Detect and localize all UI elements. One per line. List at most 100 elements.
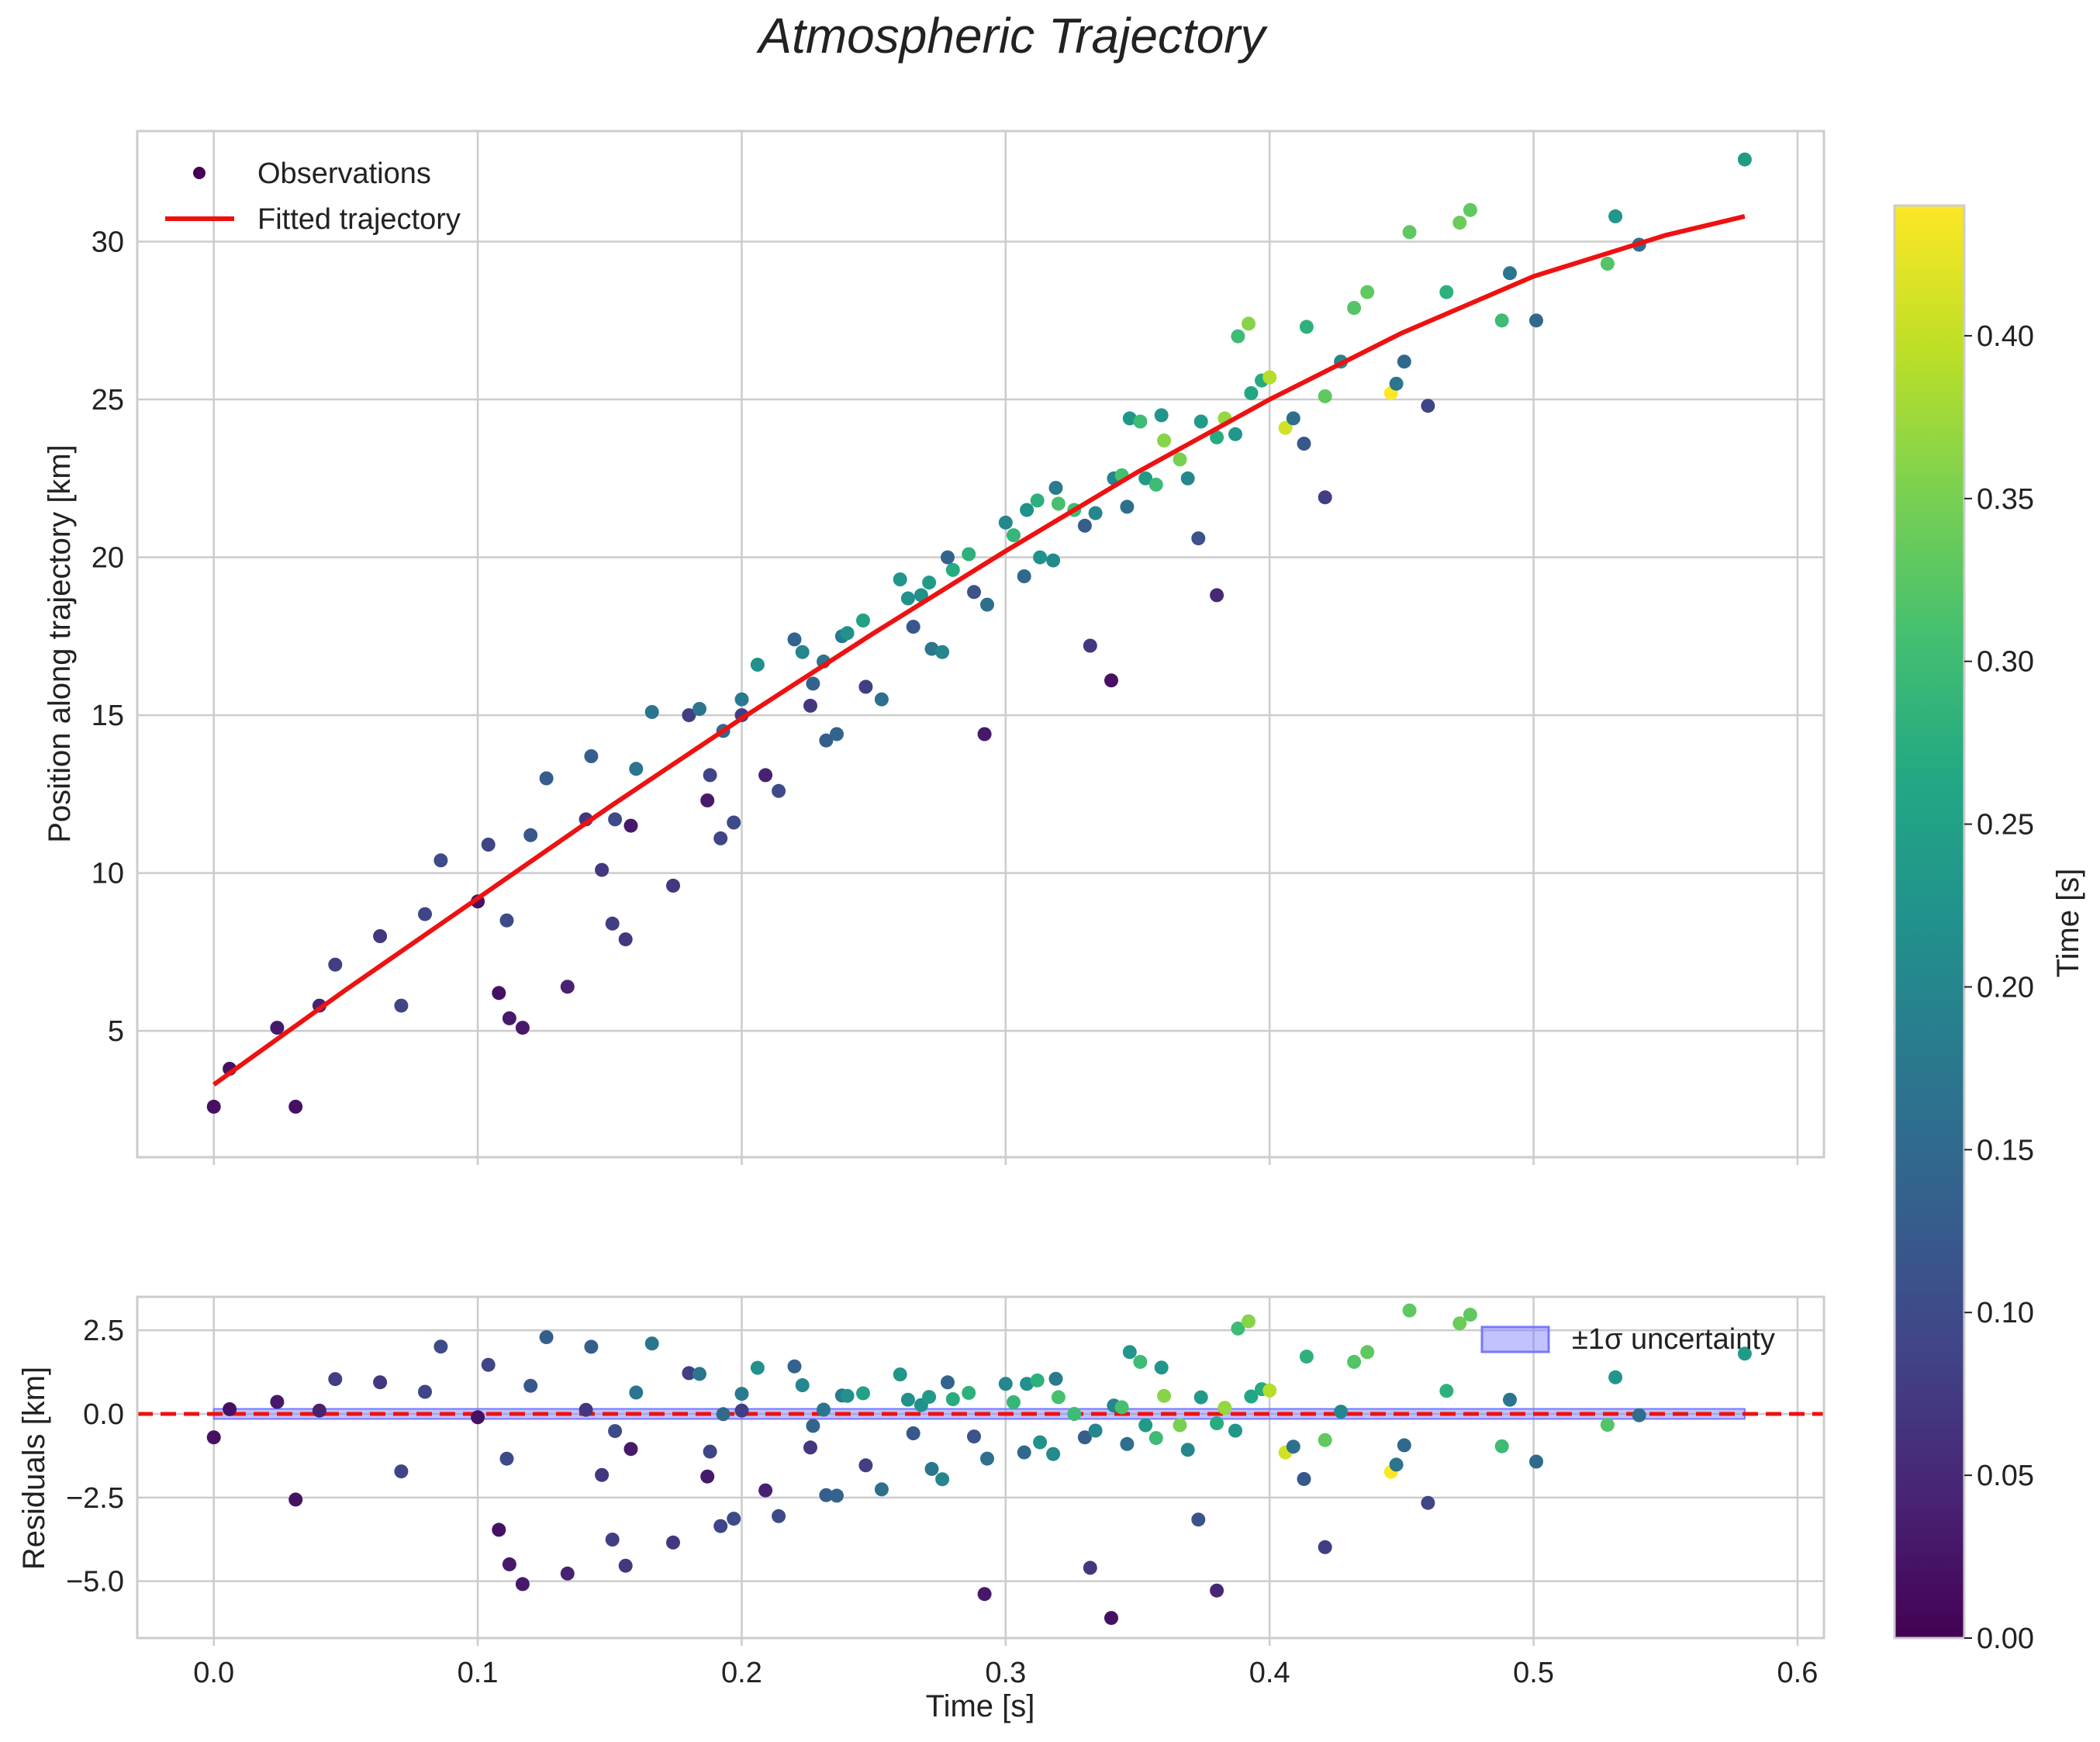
residual-point [579,1402,593,1417]
residual-point [560,1566,575,1581]
observation-point [1193,414,1208,429]
observation-point [206,1099,221,1114]
residual-point [1228,1423,1242,1438]
observation-point [734,692,749,707]
legend-observations-label: Observations [257,157,431,190]
residual-plot-panel: 2.5 0.0 −2.5 −5.0 Residuals [km] ±1σ uncert… [17,1295,1825,1640]
residual-point [830,1488,844,1503]
observation-point [584,749,599,763]
residual-point [893,1367,907,1382]
main-plot-panel: 5 10 15 20 25 30 Position along trajectory [k… [43,130,1825,1165]
residual-point [608,1424,623,1439]
residual-point [1231,1321,1245,1336]
residual-points [206,1303,1752,1626]
residual-point [1122,1345,1137,1360]
observation-point [874,692,889,707]
residual-point [727,1512,741,1526]
main-y-tick-label: 20 [92,542,124,575]
observation-point [1421,399,1435,413]
observation-point [1244,385,1259,400]
observation-point [1148,477,1163,492]
residual-point [1157,1388,1172,1403]
main-y-tick-label: 5 [108,1015,124,1048]
residual-point [1193,1390,1208,1405]
residual-point [703,1444,717,1459]
residual-point [1503,1392,1517,1407]
observation-point [1278,420,1293,435]
residual-point [1421,1495,1435,1510]
residual-point [1244,1389,1259,1404]
observation-point [945,562,960,577]
observation-point [922,575,937,590]
residual-point [1318,1540,1332,1554]
residual-point [394,1464,409,1479]
observation-point [1104,673,1118,688]
observation-point [1048,481,1063,495]
residual-point [1133,1354,1148,1369]
residual-point [750,1360,765,1375]
residual-point [856,1386,870,1401]
observation-point [1120,499,1135,514]
residual-point [1077,1430,1092,1445]
observation-point [499,913,514,928]
main-y-tick-label: 30 [92,226,124,258]
residual-point [618,1558,633,1573]
residual-point [1529,1454,1543,1469]
residual-point [515,1577,530,1592]
residual-point [1494,1439,1509,1453]
observation-point [858,679,873,694]
residual-point [1632,1408,1646,1422]
residual-point [998,1377,1013,1391]
x-tick-label: 0.3 [985,1657,1026,1689]
observation-point [830,727,844,741]
observation-point [1297,437,1311,451]
fitted-trajectory-line [212,213,1746,1087]
residual-point [700,1469,715,1484]
residual-point [328,1372,343,1387]
residual-point [1030,1373,1045,1388]
colorbar-gradient [1893,204,1966,1640]
observation-point [1157,433,1172,448]
residual-point [962,1385,976,1400]
observation-point [1608,209,1623,223]
residual-point [623,1442,638,1457]
observation-point [605,916,620,931]
residual-point [1067,1407,1082,1421]
observation-point [1020,503,1034,517]
observation-point [772,783,786,798]
colorbar-ticks: 0.00 0.05 0.10 0.15 0.20 0.25 0.30 0.35 0.40 [1964,320,2034,1655]
observation-point [840,626,855,641]
observation-point [1051,496,1066,511]
residual-y-ticks: 2.5 0.0 −2.5 −5.0 [66,1315,124,1599]
observation-point [623,818,638,833]
residual-point [1083,1561,1097,1575]
residual-point [206,1430,221,1445]
residual-point [481,1357,496,1372]
residual-y-tick-label: 2.5 [83,1315,124,1347]
observation-point [1231,329,1245,344]
x-tick-label: 0.2 [721,1657,762,1689]
colorbar-label: Time [s] [2051,869,2085,978]
main-y-ticks: 5 10 15 20 25 30 [92,226,124,1048]
observation-point [787,632,802,647]
main-plot-frame [136,130,1825,1159]
residual-point [941,1375,955,1390]
residual-point [906,1426,920,1440]
observation-point [373,929,388,943]
observation-point [1033,550,1048,565]
observation-point [1318,389,1332,403]
observation-point [1122,411,1137,426]
observation-point [758,768,773,783]
x-axis-ticks: 0.0 0.1 0.2 0.3 0.4 0.5 0.6 [193,1638,1818,1689]
observation-points [206,152,1752,1114]
residual-point [492,1523,506,1537]
residual-point [1210,1583,1224,1598]
observation-point [727,815,741,830]
observation-point [803,698,817,713]
x-tick-label: 0.6 [1777,1657,1819,1689]
residual-point [858,1458,873,1473]
observation-point [1083,638,1097,653]
observation-point [977,727,992,741]
observation-point [1360,285,1375,299]
residual-point [312,1403,326,1418]
